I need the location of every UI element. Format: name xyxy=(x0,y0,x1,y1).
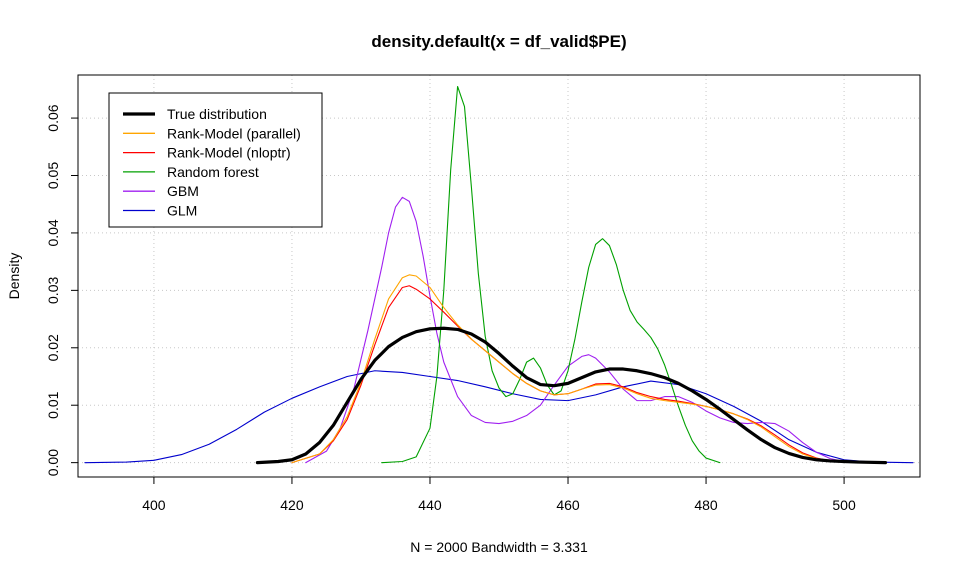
y-tick-label-6: 0.06 xyxy=(45,104,61,131)
series-lines xyxy=(84,85,914,465)
legend-label-1: Rank-Model (parallel) xyxy=(167,125,301,141)
series-line-3 xyxy=(381,85,721,464)
chart-title: density.default(x = df_valid$PE) xyxy=(371,32,626,51)
legend-label-2: Rank-Model (nloptr) xyxy=(167,145,291,161)
y-tick-label-4: 0.04 xyxy=(45,219,61,246)
y-tick-label-5: 0.05 xyxy=(45,162,61,189)
y-axis-label: Density xyxy=(6,253,22,300)
x-tick-label-4: 480 xyxy=(694,497,718,513)
legend-label-4: GBM xyxy=(167,183,199,199)
legend-label-0: True distribution xyxy=(167,106,267,122)
series-line-5 xyxy=(84,370,914,464)
legend-label-5: GLM xyxy=(167,203,197,219)
x-tick-label-5: 500 xyxy=(832,497,856,513)
x-tick-label-0: 400 xyxy=(142,497,166,513)
series-line-1 xyxy=(291,274,866,464)
legend: True distribution Rank-Model (parallel) Ra… xyxy=(108,92,323,228)
x-axis-label: N = 2000 Bandwidth = 3.331 xyxy=(410,539,588,555)
y-tick-label-3: 0.03 xyxy=(45,277,61,304)
y-tick-label-2: 0.02 xyxy=(45,334,61,361)
x-tick-label-1: 420 xyxy=(280,497,304,513)
y-axis: 0.00 0.01 0.02 0.03 0.04 0.05 0.06 xyxy=(45,104,79,476)
series-line-0 xyxy=(255,326,888,465)
y-tick-label-0: 0.00 xyxy=(45,449,61,476)
legend-label-3: Random forest xyxy=(167,164,259,180)
x-tick-label-2: 440 xyxy=(418,497,442,513)
x-tick-label-3: 460 xyxy=(556,497,580,513)
y-tick-label-1: 0.01 xyxy=(45,391,61,418)
x-axis: 400 420 440 460 480 500 xyxy=(142,476,856,513)
